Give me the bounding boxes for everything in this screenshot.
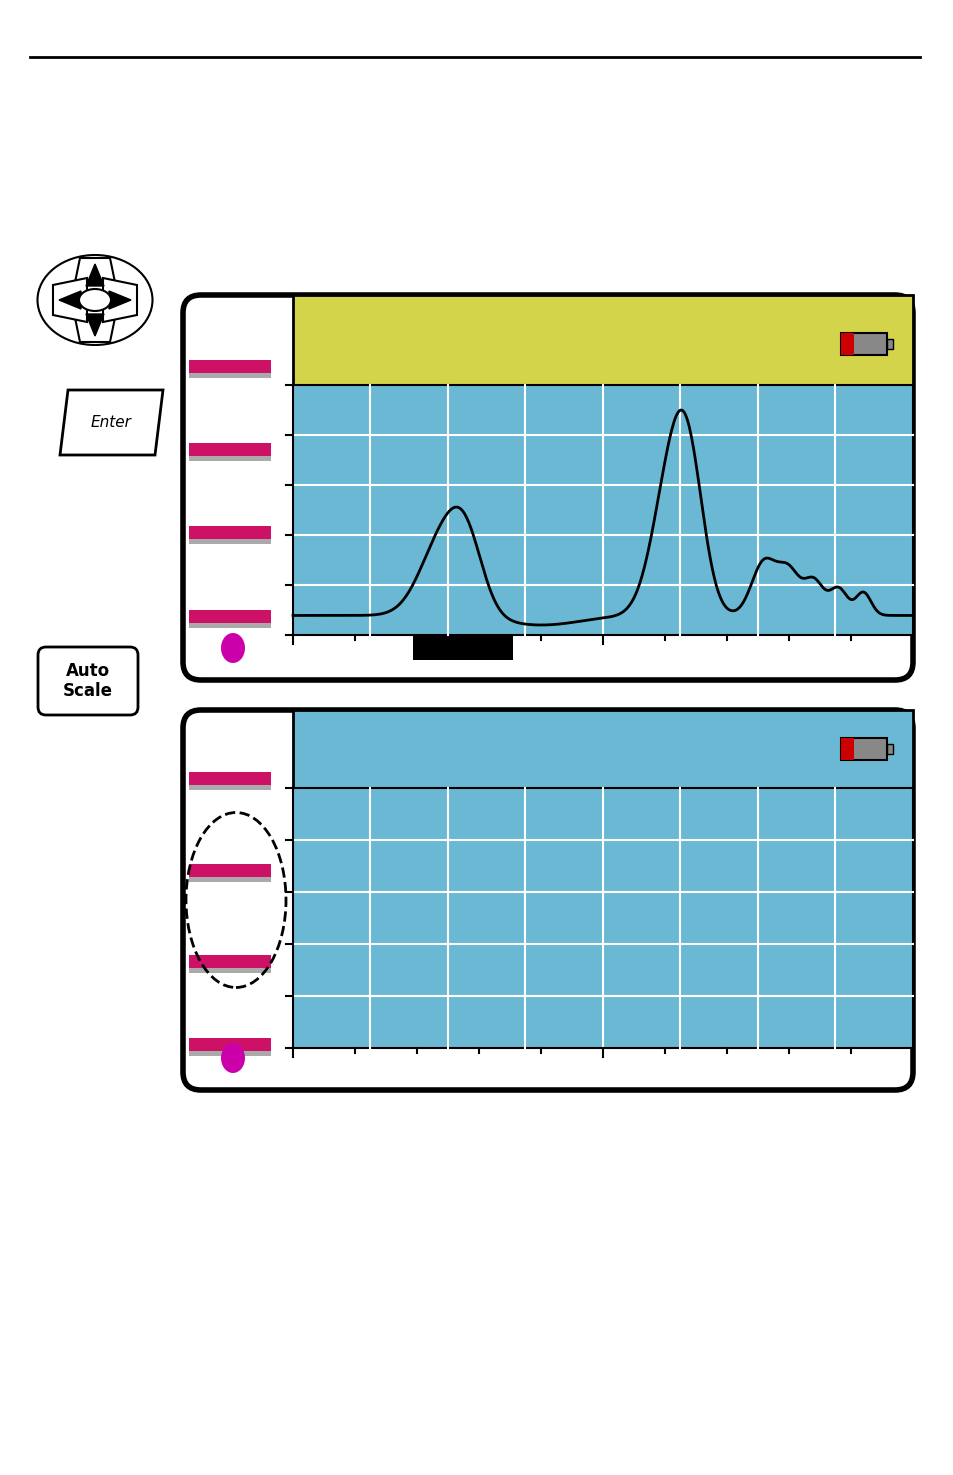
Ellipse shape: [79, 289, 111, 311]
Bar: [189, 538, 271, 544]
Bar: [189, 773, 271, 785]
Bar: [841, 333, 853, 355]
Bar: [189, 611, 271, 624]
Bar: [189, 622, 271, 628]
Bar: [62, 659, 107, 676]
Polygon shape: [53, 277, 87, 322]
Bar: [189, 966, 271, 974]
Polygon shape: [109, 291, 131, 308]
Bar: [841, 738, 886, 760]
Bar: [293, 709, 912, 788]
Bar: [189, 442, 271, 456]
Bar: [189, 360, 271, 373]
Polygon shape: [86, 264, 104, 286]
Bar: [293, 385, 912, 636]
Ellipse shape: [221, 633, 245, 662]
Polygon shape: [73, 258, 117, 292]
Bar: [189, 454, 271, 462]
Bar: [886, 743, 892, 754]
Text: Enter: Enter: [91, 414, 132, 431]
Bar: [841, 738, 853, 760]
Text: Auto: Auto: [66, 662, 110, 680]
Bar: [293, 788, 912, 1049]
Ellipse shape: [37, 255, 152, 345]
Bar: [189, 954, 271, 968]
Bar: [189, 1038, 271, 1052]
Bar: [189, 785, 271, 791]
Bar: [841, 333, 886, 355]
Bar: [189, 863, 271, 876]
Polygon shape: [59, 291, 81, 308]
FancyBboxPatch shape: [183, 709, 912, 1090]
FancyBboxPatch shape: [183, 295, 912, 680]
Bar: [189, 525, 271, 538]
Bar: [886, 339, 892, 350]
Bar: [189, 1050, 271, 1056]
Polygon shape: [86, 314, 104, 336]
Polygon shape: [103, 277, 137, 322]
Bar: [189, 372, 271, 378]
Text: Scale: Scale: [63, 681, 112, 701]
Polygon shape: [60, 389, 163, 454]
Bar: [189, 876, 271, 882]
FancyBboxPatch shape: [38, 648, 138, 715]
Bar: [413, 636, 513, 659]
Bar: [55, 649, 115, 662]
Ellipse shape: [221, 1043, 245, 1072]
Polygon shape: [73, 308, 117, 342]
Bar: [293, 295, 912, 385]
